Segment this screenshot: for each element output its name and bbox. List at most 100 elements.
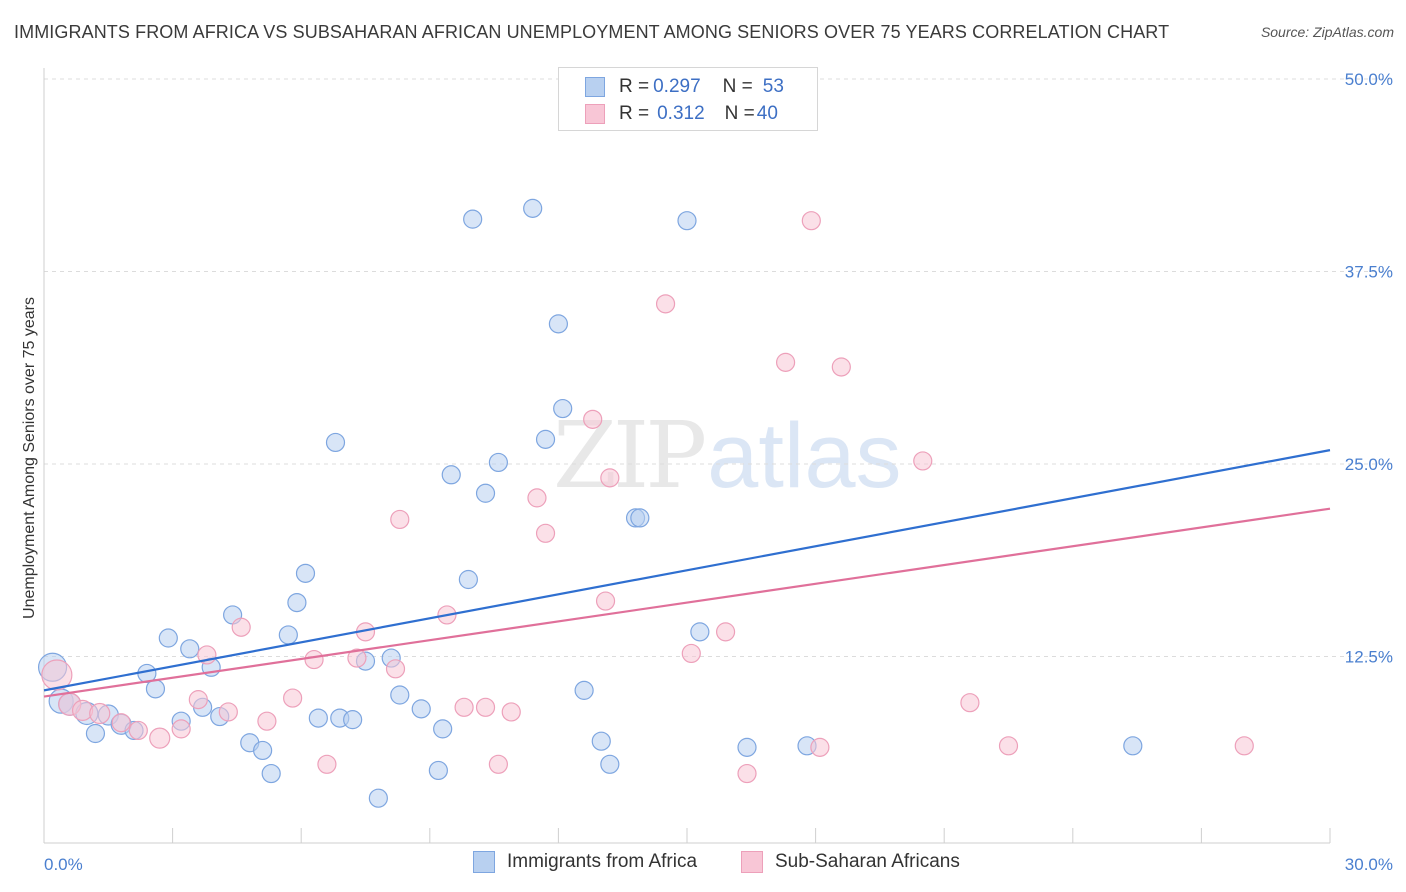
subsaharan-point (595, 591, 616, 611)
legend-row-immigrants: R = 0.297 N = 53 (585, 74, 784, 100)
subsaharan-point (218, 702, 238, 722)
series-swatch-blue (473, 851, 495, 873)
series-legend-immigrants: Immigrants from Africa (473, 851, 697, 873)
immigrants-point (690, 622, 710, 642)
immigrants-point (737, 737, 757, 757)
subsaharan-point (535, 523, 556, 543)
immigrants-point (463, 209, 483, 229)
immigrants-point (553, 398, 573, 419)
legend-n-value: 40 (756, 103, 778, 124)
immigrants-point (488, 452, 508, 473)
legend-r-value: 0.312 (657, 103, 705, 124)
immigrants-point (428, 760, 448, 781)
immigrants-point (458, 569, 478, 590)
subsaharan-point (681, 643, 701, 664)
subsaharan-point (317, 754, 337, 774)
legend-n-label: N = (722, 76, 753, 97)
immigrants-point (261, 763, 281, 784)
immigrants-point (548, 314, 569, 334)
immigrants-point (158, 628, 178, 648)
x-tick-label: 30.0% (1345, 855, 1393, 874)
subsaharan-point (347, 648, 367, 668)
y-tick-label: 12.5% (1345, 648, 1393, 667)
series-legend-subsaharan: Sub-Saharan Africans (741, 851, 960, 873)
immigrants-point (308, 708, 328, 728)
y-tick-label: 37.5% (1345, 263, 1393, 282)
immigrants-point (591, 731, 611, 751)
y-tick-label: 50.0% (1345, 70, 1393, 89)
immigrants-point (441, 465, 461, 485)
correlation-legend: R = 0.297 N = 53 R = 0.312 N = 40 (558, 67, 818, 131)
subsaharan-point (831, 357, 851, 377)
immigrants-point (390, 685, 410, 705)
x-tick-label: 0.0% (44, 855, 83, 874)
subsaharan-point (89, 702, 111, 725)
immigrants-point (475, 483, 496, 503)
subsaharan-point (188, 690, 208, 710)
subsaharan-point (390, 509, 410, 530)
subsaharan-point (475, 697, 496, 717)
subsaharan-point (454, 697, 474, 717)
immigrants-point (600, 754, 620, 774)
watermark: ZIPatlas (553, 402, 902, 509)
subsaharan-point (283, 688, 303, 708)
immigrants-point (180, 639, 200, 659)
immigrants-point (145, 679, 166, 699)
legend-n-value: 53 (762, 76, 784, 97)
subsaharan-point (801, 211, 821, 231)
legend-r-value: 0.297 (653, 76, 701, 97)
subsaharan-point (998, 736, 1019, 756)
immigrants-point (253, 740, 273, 761)
immigrants-point (368, 788, 388, 808)
series-swatch-pink (741, 851, 763, 873)
immigrants-point (574, 680, 594, 700)
immigrants-point (343, 710, 363, 730)
subsaharan-point (1234, 736, 1254, 756)
subsaharan-point (231, 617, 251, 637)
immigrants-point (630, 508, 650, 528)
immigrants-point (677, 211, 697, 231)
immigrants-point (523, 198, 543, 218)
y-axis-label: Unemployment Among Seniors over 75 years (21, 297, 38, 619)
subsaharan-point (304, 649, 324, 670)
subsaharan-point (257, 711, 277, 731)
subsaharan-trendline (43, 507, 1331, 698)
subsaharan-point (527, 488, 547, 508)
subsaharan-point (737, 763, 757, 784)
chart-title: IMMIGRANTS FROM AFRICA VS SUBSAHARAN AFR… (14, 22, 1170, 42)
immigrants-point (433, 719, 453, 739)
y-tick-label: 25.0% (1345, 455, 1393, 474)
watermark-zip: ZIP (553, 402, 707, 509)
subsaharan-point (810, 737, 830, 757)
legend-n-label: N = (724, 103, 755, 124)
immigrants-trendline (43, 449, 1331, 692)
immigrants-point (411, 699, 431, 719)
series-legend-label: Sub-Saharan Africans (775, 851, 960, 872)
subsaharan-point (128, 720, 148, 741)
subsaharan-point (583, 409, 603, 429)
legend-r-label: R = (619, 103, 650, 124)
immigrants-point (1123, 736, 1143, 756)
legend-swatch-pink (585, 104, 605, 124)
subsaharan-point (111, 713, 131, 733)
watermark-atlas: atlas (707, 405, 902, 507)
series-legend-label: Immigrants from Africa (507, 851, 698, 872)
source-label: Source: ZipAtlas.com (1260, 24, 1394, 40)
immigrants-point (535, 429, 556, 449)
subsaharan-point (715, 622, 736, 642)
immigrants-point (295, 563, 316, 583)
legend-swatch-blue (585, 77, 605, 97)
immigrants-point (325, 432, 346, 453)
subsaharan-point (385, 659, 406, 679)
series-legend: Immigrants from Africa Sub-Saharan Afric… (0, 851, 1406, 877)
subsaharan-point (960, 693, 980, 713)
subsaharan-point (71, 699, 94, 722)
subsaharan-point (41, 659, 73, 691)
subsaharan-point (655, 294, 676, 314)
subsaharan-point (600, 468, 620, 488)
subsaharan-point (775, 352, 796, 372)
subsaharan-point (488, 754, 508, 774)
subsaharan-point (171, 719, 191, 739)
legend-r-label: R = (619, 76, 650, 97)
